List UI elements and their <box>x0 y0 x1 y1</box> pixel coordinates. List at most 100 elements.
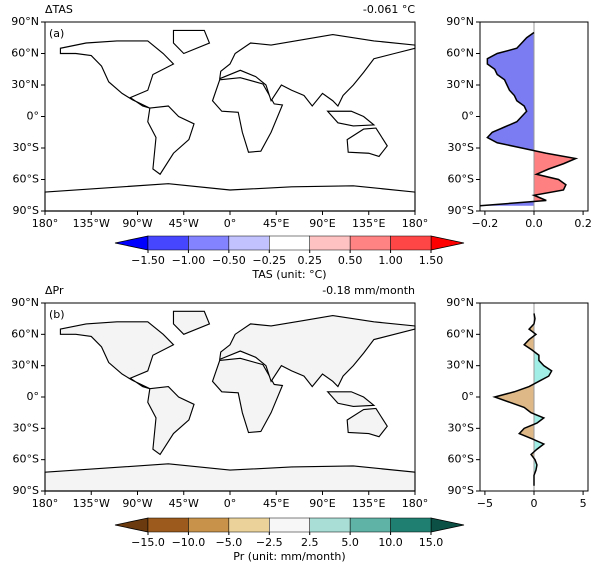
colorbar-segment <box>188 517 230 533</box>
x-tick-label: −5 <box>477 497 493 510</box>
plot-frame <box>479 21 589 212</box>
colorbar-tick-label: 0.25 <box>297 254 322 267</box>
colorbar-tick-label: −15.0 <box>131 536 165 549</box>
x-tick-label: 45°W <box>169 497 199 510</box>
y-tick-label: 30°S <box>448 421 474 434</box>
colorbar-tick-label: −0.50 <box>212 254 246 267</box>
y-tick-label: 90°S <box>13 204 39 217</box>
x-tick-label: 180° <box>402 217 429 230</box>
y-tick-label: 0° <box>27 390 40 403</box>
x-tick-label: 90°W <box>122 497 152 510</box>
y-tick-label: 30°S <box>13 141 39 154</box>
x-tick-label: 0.0 <box>525 217 543 230</box>
y-tick-label: 30°N <box>11 78 39 91</box>
colorbar-tick-label: −1.50 <box>131 254 165 267</box>
x-tick-label: 90°E <box>309 497 335 510</box>
x-tick-label: 5 <box>580 497 587 510</box>
y-tick-label: 90°S <box>13 484 39 497</box>
y-tick-label: 90°N <box>11 15 39 28</box>
y-tick-label: 30°N <box>446 359 474 372</box>
y-tick-label: 30°N <box>11 359 39 372</box>
panel-label: (b) <box>49 308 65 321</box>
negative-area <box>480 32 534 206</box>
colorbar-segment <box>309 235 351 251</box>
y-tick-label: 60°N <box>11 327 39 340</box>
panel-label: (a) <box>49 27 64 40</box>
x-tick-label: 135°E <box>352 497 385 510</box>
x-tick-label: 90°E <box>309 217 335 230</box>
negative-area <box>494 313 534 486</box>
colorbar-tick-label: 15.0 <box>419 536 444 549</box>
x-tick-label: 0.2 <box>574 217 592 230</box>
panel-title: ΔPr <box>45 284 64 297</box>
colorbar-tick-label: 5.0 <box>341 536 359 549</box>
y-tick-label: 60°S <box>448 173 474 186</box>
x-tick-label: 90°W <box>122 217 152 230</box>
profile-line <box>492 313 553 486</box>
x-tick-label: 45°E <box>263 497 289 510</box>
colorbar-label: Pr (unit: mm/month) <box>233 550 345 563</box>
y-tick-label: 0° <box>462 110 475 123</box>
colorbar-segment <box>228 517 270 533</box>
y-tick-label: 30°N <box>446 78 474 91</box>
colorbar-segment <box>269 517 310 533</box>
y-tick-label: 90°N <box>11 296 39 309</box>
colorbar-segment <box>390 517 432 533</box>
y-tick-label: 0° <box>27 110 40 123</box>
panel-subtitle: -0.061 °C <box>363 3 415 16</box>
y-tick-label: 30°S <box>448 141 474 154</box>
colorbar-segment <box>269 235 310 251</box>
colorbar-segment <box>390 235 432 251</box>
colorbar-tick-label: −2.5 <box>256 536 283 549</box>
y-tick-label: 60°N <box>446 47 474 60</box>
y-tick-label: 90°S <box>448 484 474 497</box>
colorbar-tick-label: 1.00 <box>378 254 403 267</box>
colorbar-extend <box>430 235 465 251</box>
x-tick-label: 45°E <box>263 217 289 230</box>
x-tick-label: 180° <box>32 497 59 510</box>
colorbar-label: TAS (unit: °C) <box>251 268 326 281</box>
colorbar-tick-label: −10.0 <box>172 536 206 549</box>
x-tick-label: 0° <box>224 497 237 510</box>
x-tick-label: 135°E <box>352 217 385 230</box>
x-tick-label: 0 <box>531 497 538 510</box>
y-tick-label: 60°S <box>448 453 474 466</box>
profile-line <box>479 31 579 207</box>
colorbar-tick-label: 2.5 <box>301 536 319 549</box>
colorbar-extend <box>114 517 149 533</box>
colorbar-tick-label: −5.0 <box>215 536 242 549</box>
x-tick-label: −0.2 <box>472 217 499 230</box>
colorbar-segment <box>147 517 189 533</box>
colorbar-tick-label: 0.50 <box>338 254 363 267</box>
colorbar-segment <box>228 235 270 251</box>
colorbar-segment <box>309 517 351 533</box>
colorbar-segment <box>147 235 189 251</box>
colorbar-tick-label: 10.0 <box>378 536 403 549</box>
y-tick-label: 30°S <box>13 421 39 434</box>
x-tick-label: 180° <box>32 217 59 230</box>
y-tick-label: 90°N <box>446 15 474 28</box>
y-tick-label: 60°N <box>11 47 39 60</box>
colorbar-tick-label: −1.00 <box>172 254 206 267</box>
y-tick-label: 60°S <box>13 173 39 186</box>
x-tick-label: 135°W <box>73 497 110 510</box>
colorbar-extend <box>114 235 149 251</box>
x-tick-label: 45°W <box>169 217 199 230</box>
colorbar-tick-label: −0.25 <box>252 254 286 267</box>
panel-title: ΔTAS <box>45 3 73 16</box>
colorbar-segment <box>349 517 391 533</box>
x-tick-label: 135°W <box>73 217 110 230</box>
plot-frame <box>479 302 589 492</box>
x-tick-label: 0° <box>224 217 237 230</box>
colorbar-extend <box>430 517 465 533</box>
panel-subtitle: -0.18 mm/month <box>322 284 415 297</box>
x-tick-label: 180° <box>402 497 429 510</box>
y-tick-label: 90°N <box>446 296 474 309</box>
y-tick-label: 60°S <box>13 453 39 466</box>
colorbar-segment <box>188 235 230 251</box>
y-tick-label: 60°N <box>446 327 474 340</box>
y-tick-label: 90°S <box>448 204 474 217</box>
y-tick-label: 0° <box>462 390 475 403</box>
colorbar-tick-label: 1.50 <box>419 254 444 267</box>
